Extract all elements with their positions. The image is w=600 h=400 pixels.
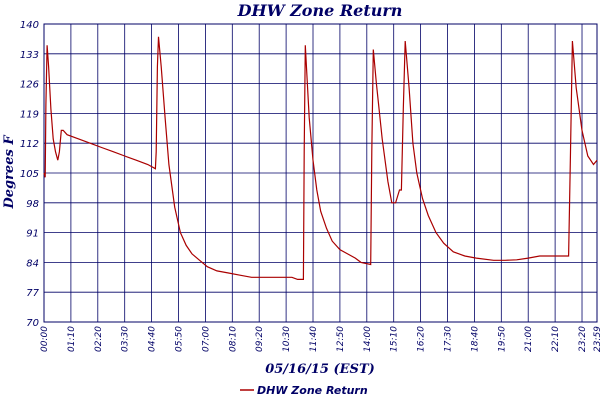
series-line-dhw-zone-return — [43, 36, 598, 280]
x-tick-label: 18:40 — [470, 326, 480, 352]
x-tick-label: 14:00 — [363, 326, 373, 352]
x-tick-labels: 00:00 01:10 02:20 03:30 04:40 05:50 07:00 08:10… — [40, 326, 600, 352]
legend: DHW Zone Return — [240, 384, 368, 397]
y-tick-label: 126 — [20, 80, 39, 91]
chart-title: DHW Zone Return — [237, 1, 403, 20]
x-axis-label: 05/16/15 (EST) — [265, 362, 375, 377]
y-tick-label: 140 — [20, 20, 39, 31]
y-tick-label: 133 — [20, 50, 39, 61]
x-tick-label: 17:30 — [444, 326, 454, 352]
y-axis-label: Degrees F — [2, 135, 17, 210]
x-tick-label: 05:50 — [175, 326, 185, 352]
y-tick-label: 98 — [26, 199, 39, 210]
y-tick-label: 77 — [26, 288, 39, 299]
y-tick-label: 91 — [26, 229, 39, 240]
x-tick-label: 00:00 — [40, 326, 50, 352]
x-tick-label: 11:40 — [309, 326, 319, 352]
y-tick-label: 84 — [26, 258, 39, 269]
x-tick-label: 07:00 — [201, 326, 211, 352]
x-tick-label: 02:20 — [94, 326, 104, 352]
x-tick-label: 04:40 — [148, 326, 158, 352]
legend-label: DHW Zone Return — [257, 384, 368, 397]
y-tick-label: 112 — [20, 139, 39, 150]
x-tick-label: 21:00 — [524, 326, 534, 352]
y-tick-labels: 70 77 84 91 98 105 112 119 126 133 140 — [20, 20, 40, 329]
x-tick-label: 12:50 — [336, 326, 346, 352]
y-tick-label: 105 — [20, 169, 39, 180]
x-tick-label: 15:10 — [390, 326, 400, 352]
y-tick-label: 70 — [26, 318, 39, 329]
y-tick-label: 119 — [20, 109, 39, 120]
x-tick-label: 03:30 — [121, 326, 131, 352]
x-tick-label: 10:30 — [282, 326, 292, 352]
x-tick-label: 23:20 — [578, 326, 588, 352]
grid — [43, 23, 598, 323]
x-tick-label: 19:50 — [497, 326, 507, 352]
x-tick-label: 08:10 — [228, 326, 238, 352]
x-tick-label: 09:20 — [255, 326, 265, 352]
x-tick-label: 22:10 — [551, 326, 561, 352]
x-tick-label: 01:10 — [67, 326, 77, 352]
x-tick-label: 16:20 — [417, 326, 427, 352]
x-tick-label: 23:59 — [593, 326, 600, 352]
